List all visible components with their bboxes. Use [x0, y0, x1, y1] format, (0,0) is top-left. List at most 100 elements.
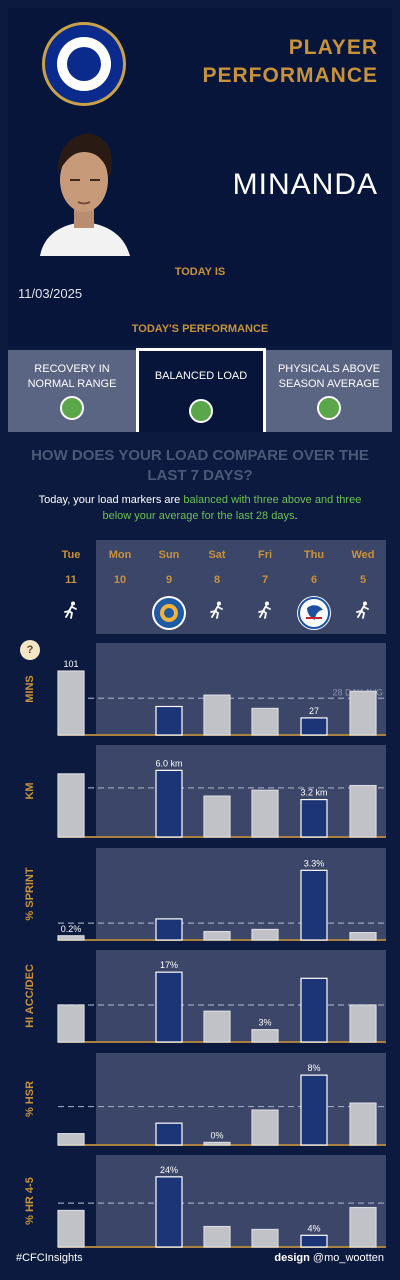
bar: [155, 971, 183, 1043]
metric-label: MINS: [24, 675, 36, 703]
bar: [349, 1102, 377, 1146]
day-name: Wed: [351, 549, 375, 561]
data-label: 24%: [160, 1165, 178, 1175]
summary-highlight: below your average for the last 28 days: [102, 510, 295, 522]
logo-inner: [57, 37, 111, 91]
day-date: 11: [65, 574, 77, 586]
data-label: 3.2 km: [300, 788, 327, 798]
todays-performance-label: TODAY'S PERFORMANCE: [131, 323, 269, 335]
day-name: Thu: [303, 549, 325, 561]
bar: [57, 773, 85, 838]
hashtag: #CFCInsights: [16, 1252, 83, 1264]
data-label: 6.0 km: [155, 758, 182, 768]
status-dot: [317, 396, 341, 420]
chart-panel: [96, 848, 386, 940]
bar: [300, 977, 328, 1043]
bar: [349, 1004, 377, 1043]
bar: [300, 869, 328, 941]
data-label: 101: [63, 659, 78, 669]
metric-label: % HSR: [24, 1081, 36, 1117]
bar: [155, 1122, 183, 1146]
bar: [203, 1010, 231, 1043]
day-date: 7: [261, 574, 269, 586]
bar: [203, 1225, 231, 1248]
title-line-2: PERFORMANCE: [202, 64, 378, 87]
summary-pre: Today, your load markers are: [38, 494, 184, 506]
metric-label: KM: [24, 782, 36, 799]
credit-bold: design: [274, 1252, 310, 1264]
title-line-1: PLAYER: [288, 36, 378, 59]
card-label: NORMAL RANGE: [27, 378, 117, 390]
summary-highlight: balanced with three above and three: [183, 494, 362, 506]
day-date: 8: [213, 574, 221, 586]
day-name: Tue: [61, 549, 81, 561]
page-title: PLAYER PERFORMANCE: [138, 34, 378, 90]
bar: [349, 932, 377, 941]
today-is-label: TODAY IS: [174, 266, 226, 278]
data-label: 8%: [307, 1063, 320, 1073]
player-photo: [34, 126, 134, 256]
chart-panel: [96, 643, 386, 735]
bar: [57, 935, 85, 941]
metric-label: HI ACC/DEC: [24, 964, 36, 1028]
day-header-panel: [96, 540, 386, 634]
bar: [300, 1234, 328, 1248]
bar: [203, 694, 231, 736]
bar: [349, 784, 377, 838]
card-label: RECOVERY IN: [34, 363, 110, 375]
bar: [57, 670, 85, 736]
bar: [251, 1109, 279, 1146]
bar: [300, 798, 328, 838]
day-date: 6: [310, 574, 318, 586]
current-date: 11/03/2025: [18, 286, 83, 301]
running-icon: [209, 601, 225, 619]
bar: [300, 717, 328, 736]
metric-label: % HR 4-5: [24, 1177, 36, 1225]
status-dot: [189, 399, 213, 423]
card-label: SEASON AVERAGE: [278, 378, 380, 390]
bar: [300, 1074, 328, 1146]
metric-label: % SPRINT: [24, 867, 36, 920]
bar: [155, 918, 183, 941]
section-question: HOW DOES YOUR LOAD COMPARE OVER THE LAST…: [8, 446, 392, 486]
day-date: 10: [113, 574, 127, 586]
bar: [251, 707, 279, 736]
leicester-city-badge: [152, 596, 186, 630]
copenhagen-badge: [297, 596, 331, 630]
bar: [155, 769, 183, 838]
bar: [203, 930, 231, 941]
card-label: BALANCED LOAD: [154, 370, 248, 382]
day-name: Sun: [158, 549, 180, 561]
credit-handle: @mo_wootten: [309, 1252, 384, 1264]
bar: [155, 705, 183, 736]
question-line-1: HOW DOES YOUR LOAD COMPARE OVER THE: [31, 447, 369, 464]
chart-panel: [96, 950, 386, 1042]
help-icon[interactable]: ?: [20, 640, 40, 660]
chart-panel: [96, 1155, 386, 1247]
recovery-card: RECOVERY IN NORMAL RANGE: [8, 350, 136, 432]
footer: #CFCInsights design @mo_wootten: [8, 1246, 392, 1272]
status-dot: [60, 396, 84, 420]
chart-panel: [96, 745, 386, 837]
running-icon: [355, 601, 371, 619]
chelsea-logo: [42, 22, 126, 106]
lion-icon: [67, 47, 101, 81]
data-label: 0%: [210, 1130, 223, 1140]
running-icon: [63, 601, 79, 619]
bar: [155, 1176, 183, 1248]
chart-panel: [96, 1053, 386, 1145]
data-label: 3.3%: [304, 858, 325, 868]
summary-post: .: [294, 510, 298, 522]
data-label: 27: [309, 706, 319, 716]
summary-text: Today, your load markers are balanced wi…: [8, 492, 392, 524]
running-icon: [257, 601, 273, 619]
bar: [203, 1141, 231, 1146]
player-name: MINANDA: [232, 168, 378, 201]
day-date: 5: [359, 574, 367, 586]
data-label: 4%: [307, 1223, 320, 1233]
data-label: 0.2%: [61, 924, 82, 934]
bar: [57, 1209, 85, 1248]
bar: [251, 928, 279, 941]
bar: [57, 1004, 85, 1043]
